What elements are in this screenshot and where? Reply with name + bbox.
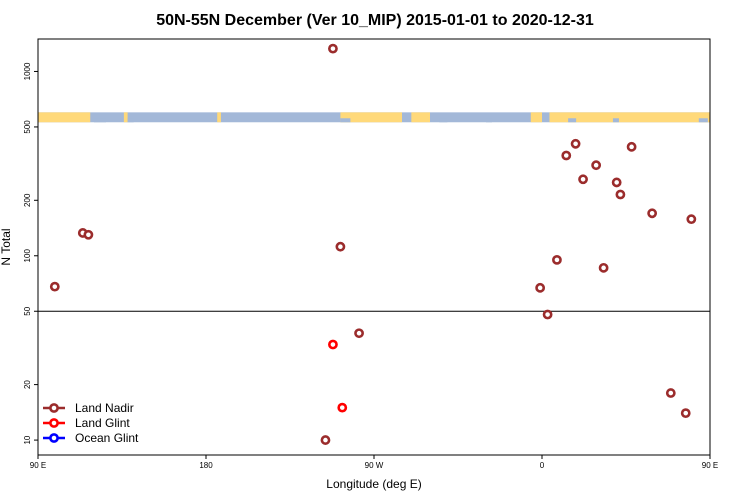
y-tick-label: 50 [23,306,32,315]
data-point [83,229,94,240]
data-point [542,309,553,320]
y-tick-label: 200 [23,193,32,207]
map-coast [439,118,448,123]
x-tick-label: 90 E [702,461,718,470]
data-point [335,241,346,252]
legend-label: Ocean Glint [75,431,139,445]
y-tick-label: 1000 [23,62,32,80]
data-point [552,254,562,265]
data-point [591,160,602,171]
data-point [734,283,741,290]
data-point [49,281,60,292]
data-point [598,262,609,273]
data-point [626,141,637,152]
legend-swatch-marker [49,433,59,443]
y-axis-label: N Total [0,228,13,265]
x-tick-label: 0 [540,461,545,470]
x-tick-label: 90 E [30,461,46,470]
map-coast [94,118,106,123]
data-point [328,339,338,350]
map-land [123,112,128,123]
x-axis: 90 E 180 90 W 0 90 E [30,455,718,470]
data-point [611,177,622,188]
legend-label: Land Glint [75,416,130,430]
x-tick-label: 180 [199,461,213,470]
map-coast [612,118,619,123]
legend-swatch-marker [49,403,59,413]
map-land [411,112,430,123]
x-tick-label: 90 W [365,461,384,470]
data-point [561,150,572,161]
x-axis-label: Longitude (deg E) [326,477,421,491]
y-tick-label: 20 [23,380,32,389]
data-point [320,435,331,445]
map-coast [698,118,708,123]
data-point [665,388,676,398]
data-point [570,138,581,149]
map-land [38,112,91,123]
data-point [647,208,658,219]
y-tick-label: 100 [23,249,32,263]
map-coast [721,118,727,122]
map-coast [486,118,492,123]
data-point [354,328,364,339]
map-coast [568,118,577,123]
plot-frame [37,38,711,456]
map-coast [340,118,351,123]
data-point [615,189,626,200]
map-land [217,112,221,123]
data-point [680,408,691,419]
legend-label: Land Nadir [75,401,134,415]
data-point [328,43,338,54]
y-tick-label: 500 [23,120,32,134]
data-point [578,174,588,185]
data-point [535,282,546,293]
legend-swatch-marker [49,418,59,428]
data-point [337,402,348,413]
y-axis: 10 20 50 100 200 500 1000 [23,62,38,445]
data-points [49,43,741,445]
map-land [549,112,710,123]
map-coast [127,118,134,123]
y-tick-label: 10 [23,435,32,444]
map-land [530,112,542,123]
chart-title: 50N-55N December (Ver 10_MIP) 2015-01-01… [156,12,594,29]
map-strip [38,112,727,123]
map-land [340,112,402,123]
data-point [686,214,697,225]
